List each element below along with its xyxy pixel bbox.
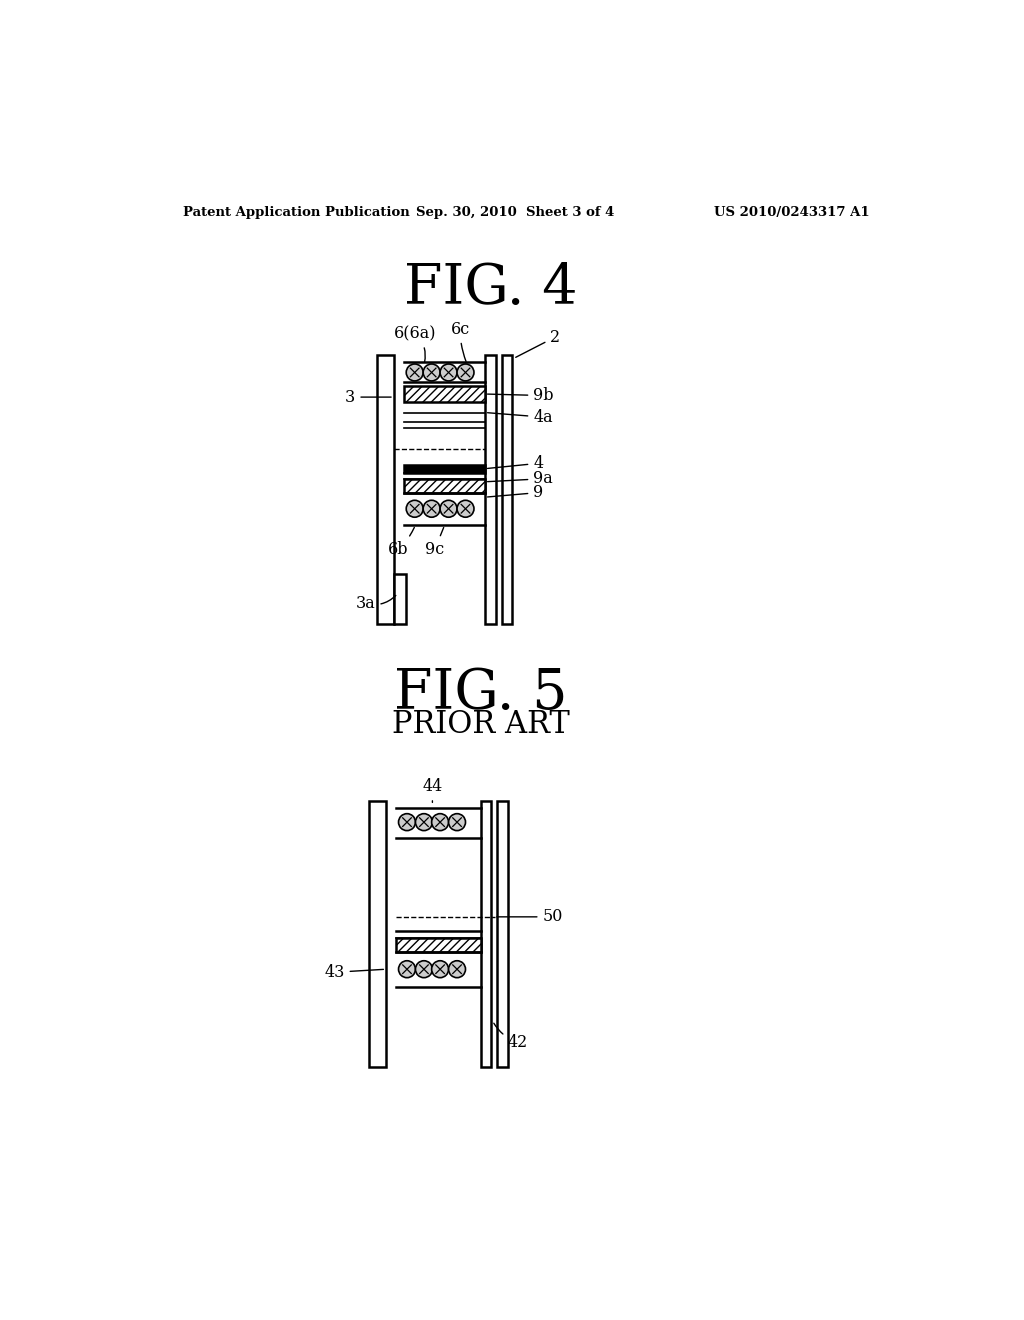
Text: Patent Application Publication: Patent Application Publication xyxy=(183,206,410,219)
Bar xyxy=(377,355,394,624)
Circle shape xyxy=(457,364,474,381)
Bar xyxy=(403,465,484,473)
Text: PRIOR ART: PRIOR ART xyxy=(392,709,569,741)
Text: 9c: 9c xyxy=(425,528,444,558)
Bar xyxy=(502,355,512,624)
Bar xyxy=(497,801,508,1067)
Bar xyxy=(484,355,496,624)
Text: 4a: 4a xyxy=(487,409,553,425)
Text: 2: 2 xyxy=(516,329,560,358)
Circle shape xyxy=(449,813,466,830)
Text: Sep. 30, 2010  Sheet 3 of 4: Sep. 30, 2010 Sheet 3 of 4 xyxy=(417,206,614,219)
Circle shape xyxy=(457,500,474,517)
Text: 6c: 6c xyxy=(451,321,470,362)
Text: 44: 44 xyxy=(422,779,442,803)
Text: 9a: 9a xyxy=(487,470,553,487)
Text: 42: 42 xyxy=(494,1023,528,1051)
Text: 4: 4 xyxy=(487,455,544,471)
Circle shape xyxy=(423,364,440,381)
Bar xyxy=(481,801,490,1067)
Text: 50: 50 xyxy=(497,908,563,925)
Circle shape xyxy=(440,500,457,517)
Circle shape xyxy=(432,961,449,978)
Bar xyxy=(403,479,484,492)
Text: 3a: 3a xyxy=(355,595,396,612)
Text: 6b: 6b xyxy=(388,528,415,558)
Text: 9b: 9b xyxy=(487,387,554,404)
Circle shape xyxy=(449,961,466,978)
Circle shape xyxy=(398,813,416,830)
Text: 9: 9 xyxy=(487,484,544,502)
Text: 43: 43 xyxy=(325,964,383,981)
Circle shape xyxy=(416,813,432,830)
Text: FIG. 5: FIG. 5 xyxy=(394,667,567,721)
Text: FIG. 4: FIG. 4 xyxy=(404,261,578,315)
Circle shape xyxy=(407,500,423,517)
Bar xyxy=(403,387,484,401)
Circle shape xyxy=(440,364,457,381)
Text: US 2010/0243317 A1: US 2010/0243317 A1 xyxy=(714,206,869,219)
Bar xyxy=(370,801,386,1067)
Text: 6(6a): 6(6a) xyxy=(394,326,436,362)
Bar xyxy=(394,574,407,624)
Bar xyxy=(396,937,481,952)
Circle shape xyxy=(407,364,423,381)
Circle shape xyxy=(416,961,432,978)
Circle shape xyxy=(398,961,416,978)
Circle shape xyxy=(423,500,440,517)
Text: 3: 3 xyxy=(345,388,391,405)
Circle shape xyxy=(432,813,449,830)
